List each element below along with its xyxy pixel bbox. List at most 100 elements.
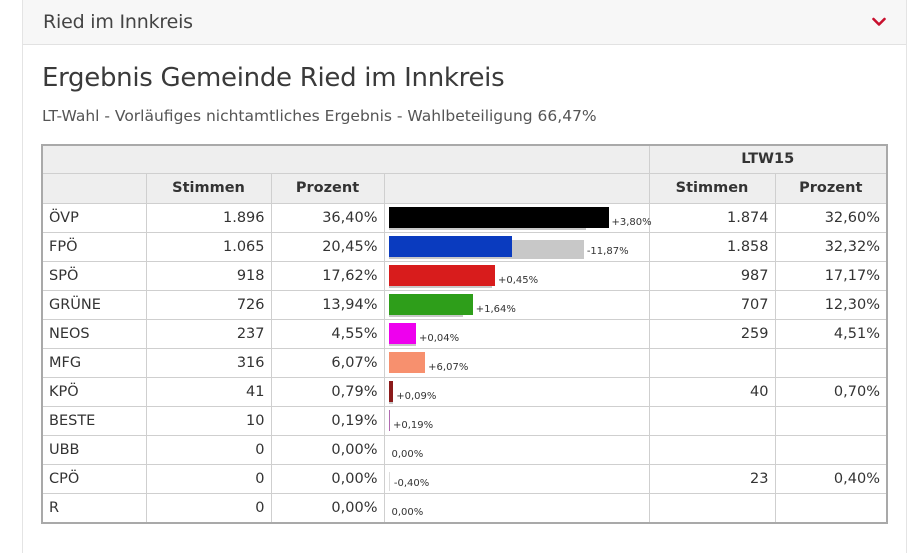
change-label: +6,07% [428,361,469,373]
change-label: -11,87% [586,245,629,257]
votes-cell: 237 [145,318,272,349]
change-label: 0,00% [391,448,424,460]
table-row: CPÖ 0 0,00% -0,40% 23 0,40% [41,463,888,494]
prev-percent-cell: 4,51% [774,318,888,349]
percent-cell: 0,19% [270,405,385,436]
percent-cell: 6,07% [270,347,385,378]
party-name: ÖVP [41,202,147,233]
table-row: SPÖ 918 17,62% +0,45% 987 17,17% [41,260,888,291]
prev-votes-cell [648,405,776,436]
previous-result-bar [388,471,390,491]
prev-votes-cell: 1.858 [648,231,776,262]
votes-cell: 0 [145,463,272,494]
table-group-header-row: LTW15 [41,144,888,174]
prev-votes-cell: 1.874 [648,202,776,233]
results-table: LTW15 Stimmen Prozent Stimmen Prozent ÖV… [41,144,888,524]
votes-cell: 0 [145,434,272,465]
bar-cell: +6,07% [383,347,650,378]
bar-cell: +0,19% [383,405,650,436]
results-card: Ried im Innkreis Ergebnis Gemeinde Ried … [22,0,907,553]
ltw15-group-header: LTW15 [648,144,888,174]
table-row: UBB 0 0,00% 0,00% [41,434,888,465]
prev-percent-cell [774,492,888,523]
table-row: FPÖ 1.065 20,45% -11,87% 1.858 32,32% [41,231,888,262]
current-result-bar [388,293,473,315]
votes-cell: 41 [145,376,272,407]
percent-cell: 20,45% [270,231,385,262]
prev-percent-column-header: Prozent [774,172,888,204]
percent-cell: 0,79% [270,376,385,407]
percent-column-header: Prozent [270,172,385,204]
change-label: +1,64% [475,303,516,315]
table-row: GRÜNE 726 13,94% +1,64% 707 12,30% [41,289,888,320]
bar-cell: +0,04% [383,318,650,349]
votes-cell: 1.896 [145,202,272,233]
municipality-accordion-header[interactable]: Ried im Innkreis [23,0,906,45]
prev-votes-cell: 987 [648,260,776,291]
bar-cell: -11,87% [383,231,650,262]
votes-column-header: Stimmen [145,172,272,204]
bar-cell: 0,00% [383,434,650,465]
prev-votes-cell: 259 [648,318,776,349]
bar-cell: 0,00% [383,492,650,523]
bar-cell: +1,64% [383,289,650,320]
votes-cell: 10 [145,405,272,436]
prev-percent-cell [774,434,888,465]
percent-cell: 0,00% [270,463,385,494]
percent-cell: 0,00% [270,434,385,465]
prev-votes-cell: 40 [648,376,776,407]
percent-cell: 0,00% [270,492,385,523]
votes-cell: 726 [145,289,272,320]
current-result-bar [388,235,513,257]
party-name: KPÖ [41,376,147,407]
bar-cell: -0,40% [383,463,650,494]
bar-column-header [383,172,650,204]
current-result-bar [388,206,609,228]
bar-cell: +3,80% [383,202,652,233]
bar-cell: +0,09% [383,376,650,407]
change-label: +0,19% [393,419,434,431]
party-name: BESTE [41,405,147,436]
party-name: CPÖ [41,463,147,494]
party-column-header [41,172,147,204]
table-row: ÖVP 1.896 36,40% +3,80% 1.874 32,60% [41,202,888,233]
current-result-bar [388,351,426,373]
chevron-down-icon[interactable] [872,17,886,27]
prev-percent-cell: 32,60% [774,202,888,233]
change-label: 0,00% [391,506,424,518]
party-name: R [41,492,147,523]
current-result-bar [388,264,495,286]
table-row: BESTE 10 0,19% +0,19% [41,405,888,436]
party-name: FPÖ [41,231,147,262]
empty-group-header [41,144,650,174]
table-row: MFG 316 6,07% +6,07% [41,347,888,378]
prev-percent-cell: 0,70% [774,376,888,407]
change-label: +0,04% [419,332,460,344]
municipality-title: Ried im Innkreis [43,11,193,33]
prev-votes-column-header: Stimmen [648,172,776,204]
change-label: +3,80% [611,216,652,228]
prev-votes-cell [648,347,776,378]
prev-votes-cell [648,492,776,523]
current-result-bar [388,322,416,344]
current-result-bar [388,380,394,402]
prev-votes-cell: 707 [648,289,776,320]
current-result-bar [388,409,390,431]
party-name: NEOS [41,318,147,349]
prev-percent-cell [774,347,888,378]
table-row: NEOS 237 4,55% +0,04% 259 4,51% [41,318,888,349]
votes-cell: 918 [145,260,272,291]
party-name: SPÖ [41,260,147,291]
page-title: Ergebnis Gemeinde Ried im Innkreis [42,63,505,93]
percent-cell: 17,62% [270,260,385,291]
party-name: GRÜNE [41,289,147,320]
change-label: +0,45% [497,274,539,286]
percent-cell: 4,55% [270,318,385,349]
prev-votes-cell [648,434,776,465]
table-row: KPÖ 41 0,79% +0,09% 40 0,70% [41,376,888,407]
prev-percent-cell: 32,32% [774,231,888,262]
prev-votes-cell: 23 [648,463,776,494]
prev-percent-cell: 0,40% [774,463,888,494]
table-column-header-row: Stimmen Prozent Stimmen Prozent [41,172,888,204]
table-row: R 0 0,00% 0,00% [41,492,888,523]
